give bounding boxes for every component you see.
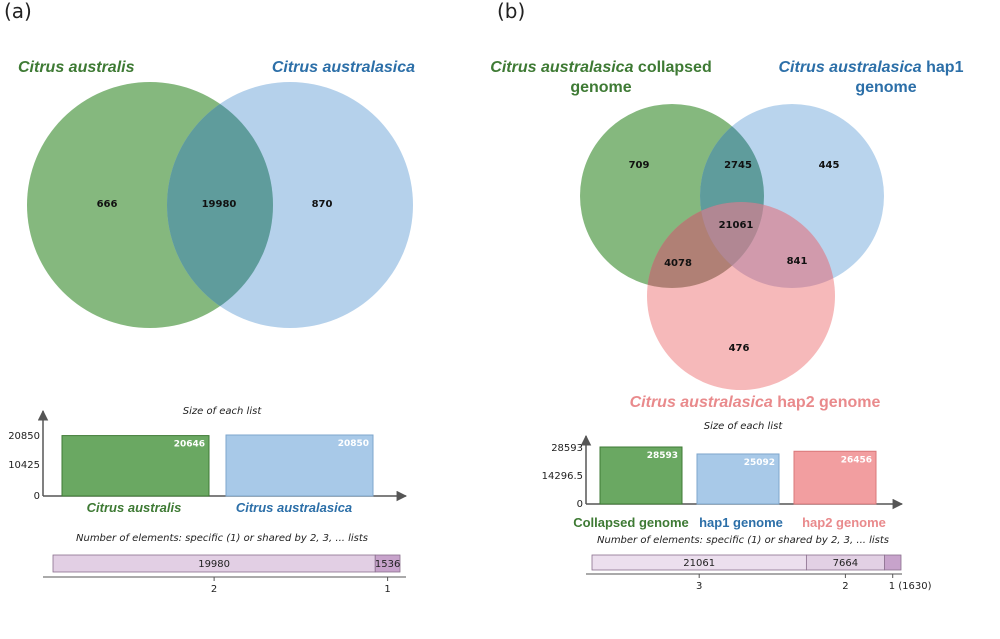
- venn-a-count-australasica-only: 870: [312, 199, 333, 210]
- bar-a-title: Size of each list: [183, 406, 263, 417]
- bar-b-category-hap2: hap2 genome: [802, 515, 886, 530]
- venn-b-set1-title-line2: genome: [570, 79, 631, 96]
- stack-b-tick-label-1: 3: [696, 581, 702, 592]
- bar-b-category-hap1: hap1 genome: [699, 515, 783, 530]
- stack-a-tick-label-1: 2: [211, 584, 217, 595]
- venn-b-set2-title-line2: genome: [855, 79, 916, 96]
- venn-b-set2-title: Citrus australasica hap1: [779, 59, 964, 76]
- bar-b-3-value: 26456: [841, 455, 872, 465]
- bar-a-bars: 20646 20850: [61, 434, 374, 497]
- bar-b-category-collapsed: Collapsed genome: [573, 515, 689, 530]
- bar-b-ytick-zero: 0: [577, 499, 583, 510]
- stack-a-tick-label-2: 1: [384, 584, 390, 595]
- bar-b-3: [793, 450, 877, 505]
- bar-b-2-value: 25092: [744, 458, 775, 468]
- bar-a-ytick-max: 20850: [8, 431, 40, 442]
- venn-a-count-shared: 19980: [202, 199, 237, 210]
- venn-b-count-hap1-only: 445: [819, 160, 840, 171]
- stack-b-segment-1-label: 21061: [683, 558, 715, 569]
- bar-b-ytick-mid: 14296.5: [542, 471, 583, 482]
- panel-label-a: (a): [4, 0, 32, 23]
- bar-b-ytick-max: 28593: [551, 443, 583, 454]
- venn-a-count-australis-only: 666: [97, 199, 118, 210]
- bar-b-title: Size of each list: [704, 421, 784, 432]
- venn-a-set1-title: Citrus australis: [18, 59, 135, 76]
- stack-b: 21061 3 7664 2 1 (1630): [591, 554, 932, 592]
- venn-b-count-collapsed-only: 709: [629, 160, 650, 171]
- stack-b-tick-label-2: 2: [842, 581, 848, 592]
- bar-b-1: [599, 446, 683, 505]
- stack-a-segment-2: [374, 554, 401, 573]
- venn-a-overlap: [167, 82, 273, 328]
- bar-a-category-australis: Citrus australis: [87, 500, 182, 515]
- bar-b-bars: 28593 25092 26456: [599, 446, 877, 505]
- stack-a-segment-1-label: 19980: [198, 559, 230, 570]
- venn-b-set3-title: Citrus australasica hap2 genome: [630, 394, 881, 411]
- venn-b-count-all: 21061: [719, 220, 754, 231]
- venn-b-count-collapsed-hap1: 2745: [724, 160, 752, 171]
- venn-b-count-hap2-only: 476: [729, 343, 750, 354]
- bar-a-ytick-zero: 0: [34, 491, 40, 502]
- bar-a-1-value: 20646: [174, 440, 205, 450]
- stack-b-title: Number of elements: specific (1) or shar…: [597, 535, 889, 546]
- panel-label-b: (b): [497, 0, 525, 23]
- bar-a-2: [225, 434, 374, 497]
- venn-b-set1-title: Citrus australasica collapsed: [490, 59, 711, 76]
- venn-a-set2-title: Citrus australasica: [272, 59, 415, 76]
- bar-a-2-value: 20850: [338, 439, 369, 449]
- bar-b-1-value: 28593: [647, 451, 678, 461]
- stack-a: 19980 2 1536 1: [52, 554, 401, 595]
- venn-b-count-hap1-hap2: 841: [787, 256, 808, 267]
- venn-b-overlap-hap1-hap2: [700, 202, 835, 288]
- bar-a-category-australasica: Citrus australasica: [236, 500, 352, 515]
- stack-a-segment-2-label: 1536: [375, 559, 400, 570]
- bar-b-2: [696, 453, 780, 505]
- bar-a-1: [61, 435, 210, 497]
- venn-b-count-collapsed-hap2: 4078: [664, 258, 692, 269]
- bar-a-ytick-mid: 10425: [8, 460, 40, 471]
- venn-b-overlap-collapsed-hap2: [647, 202, 764, 288]
- stack-b-segment-3: [884, 554, 902, 571]
- stack-b-segment-2-label: 7664: [833, 558, 858, 569]
- stack-a-title: Number of elements: specific (1) or shar…: [76, 533, 368, 544]
- stack-b-tick-label-3: 1 (1630): [889, 581, 932, 592]
